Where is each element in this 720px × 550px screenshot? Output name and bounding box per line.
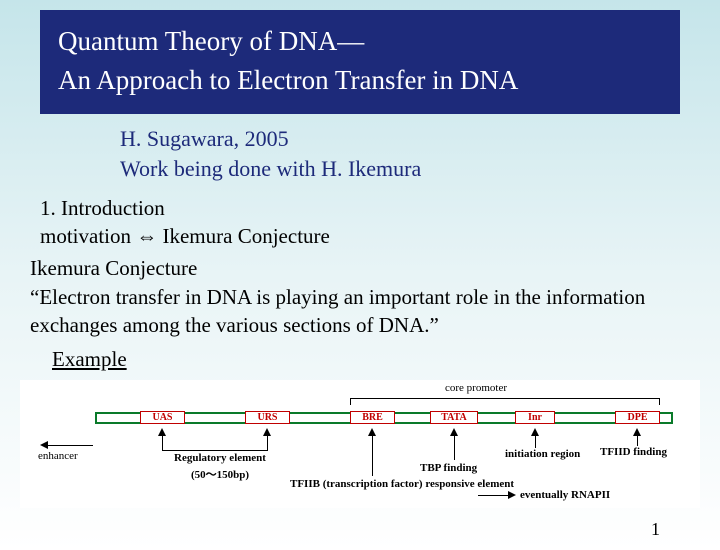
core-promoter-bracket [350, 398, 660, 404]
conjecture-body: “Electron transfer in DNA is playing an … [30, 283, 680, 340]
eventually-arrow-icon [508, 491, 516, 499]
arrow-dpe-icon [633, 428, 641, 436]
conjecture-block: Ikemura Conjecture “Electron transfer in… [30, 254, 680, 339]
title-line-1: Quantum Theory of DNA— [58, 22, 662, 61]
eventually-label: eventually RNAPII [520, 489, 610, 501]
tfiid-label: TFIID finding [600, 446, 667, 458]
author-block: H. Sugawara, 2005 Work being done with H… [120, 124, 720, 183]
seg-tata: TATA [430, 411, 478, 424]
seg-inr: Inr [515, 411, 555, 424]
author-name: H. Sugawara, 2005 [120, 124, 720, 154]
eventually-stem [478, 495, 508, 496]
core-promoter-label: core promoter [445, 382, 507, 394]
intro-block: 1. Introduction motivation ⇔ Ikemura Con… [40, 194, 720, 251]
reg-connector [162, 450, 268, 451]
regulatory-bp-label: (50～150bp) [175, 466, 265, 482]
arrow-uas-stem [162, 436, 163, 450]
seg-dpe: DPE [615, 411, 660, 424]
page-number: 1 [651, 519, 660, 540]
tbp-label: TBP finding [420, 462, 477, 474]
arrow-uas-icon [158, 428, 166, 436]
regulatory-label: Regulatory element [160, 452, 280, 464]
example-label: Example [52, 347, 720, 372]
arrow-dpe-stem [637, 436, 638, 446]
tfiib-label: TFIIB (transcription factor) responsive … [290, 478, 550, 490]
arrow-inr-icon [531, 428, 539, 436]
arrow-tata-stem [454, 436, 455, 460]
initiation-label: initiation region [505, 448, 580, 460]
arrow-urs-icon [263, 428, 271, 436]
seg-urs: URS [245, 411, 290, 424]
title-line-2: An Approach to Electron Transfer in DNA [58, 61, 662, 100]
title-box: Quantum Theory of DNA— An Approach to El… [40, 10, 680, 114]
enhancer-label: enhancer [38, 450, 78, 462]
arrow-enhancer-stem [48, 445, 93, 446]
arrow-urs-stem [267, 436, 268, 450]
arrow-enhancer-icon [40, 441, 48, 449]
arrow-bre-stem [372, 436, 373, 476]
intro-heading: 1. Introduction [40, 194, 720, 222]
promoter-diagram: UAS URS BRE TATA Inr DPE core promoter e… [20, 380, 700, 508]
intro-motivation: motivation ⇔ Ikemura Conjecture [40, 222, 720, 250]
seg-uas: UAS [140, 411, 185, 424]
author-collab: Work being done with H. Ikemura [120, 154, 720, 184]
arrow-bre-icon [368, 428, 376, 436]
arrow-tata-icon [450, 428, 458, 436]
seg-bre: BRE [350, 411, 395, 424]
arrow-inr-stem [535, 436, 536, 448]
conjecture-title: Ikemura Conjecture [30, 254, 680, 282]
